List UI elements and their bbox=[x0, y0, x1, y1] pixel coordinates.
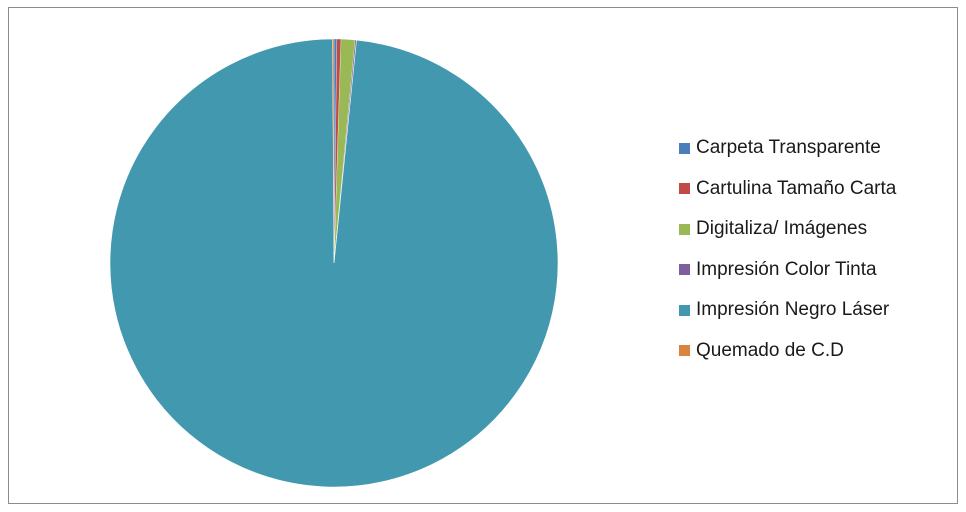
legend-swatch bbox=[679, 223, 690, 235]
chart-frame: Carpeta Transparente Cartulina Tamaño Car… bbox=[8, 7, 958, 504]
pie-slice-5 bbox=[332, 38, 335, 264]
legend-item: Impresión Color Tinta bbox=[679, 258, 959, 282]
legend-item: Impresión Negro Láser bbox=[679, 298, 959, 322]
legend-item: Quemado de C.D bbox=[679, 339, 959, 363]
pie-slices bbox=[109, 38, 559, 488]
legend-label: Cartulina Tamaño Carta bbox=[696, 177, 897, 199]
legend: Carpeta Transparente Cartulina Tamaño Car… bbox=[679, 136, 959, 379]
legend-label: Carpeta Transparente bbox=[696, 137, 881, 158]
pie-chart bbox=[109, 38, 559, 488]
legend-swatch bbox=[679, 142, 690, 154]
legend-label: Digitaliza/ Imágenes bbox=[696, 218, 868, 239]
legend-item: Digitaliza/ Imágenes bbox=[679, 217, 959, 241]
legend-item: Cartulina Tamaño Carta bbox=[679, 177, 959, 201]
legend-swatch bbox=[679, 264, 690, 275]
legend-label: Quemado de C.D bbox=[696, 339, 844, 361]
legend-swatch bbox=[679, 183, 690, 194]
legend-item: Carpeta Transparente bbox=[679, 136, 959, 160]
legend-swatch bbox=[679, 345, 690, 356]
legend-swatch bbox=[679, 304, 690, 316]
legend-label: Impresión Color Tinta bbox=[696, 258, 877, 280]
legend-label: Impresión Negro Láser bbox=[696, 299, 890, 320]
